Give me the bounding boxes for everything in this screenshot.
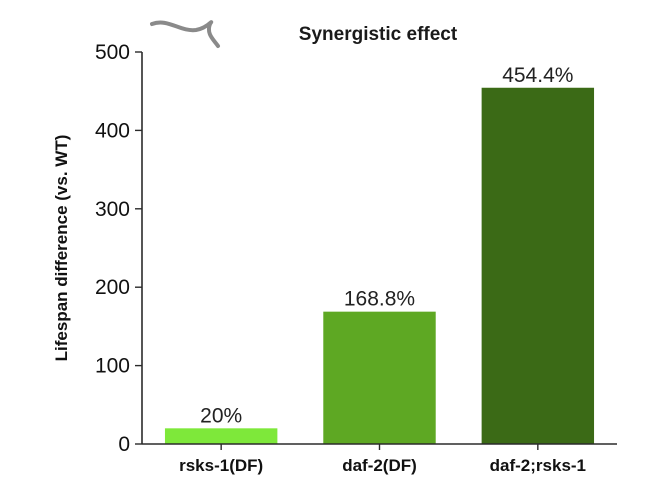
x-tick-label: rsks-1(DF) [179, 456, 263, 475]
y-tick-label: 0 [118, 433, 130, 456]
bar-rsks-1-df- [164, 428, 278, 444]
chart-title: Synergistic effect [299, 24, 458, 45]
bar-daf-2-df- [323, 311, 436, 444]
y-tick-label: 500 [95, 41, 130, 64]
x-axis-ticks: rsks-1(DF) daf-2(DF) daf-2;rsks-1 [179, 444, 586, 475]
y-tick-label: 100 [95, 355, 130, 378]
value-labels: 20% 168.8% 454.4% [200, 64, 573, 428]
y-axis-ticks: 0 100 200 300 400 500 [95, 41, 142, 456]
y-tick-label: 300 [95, 198, 130, 221]
bars [164, 87, 595, 444]
x-tick-label: daf-2(DF) [342, 456, 417, 475]
x-tick-label: daf-2;rsks-1 [490, 456, 586, 475]
y-tick-label: 200 [95, 276, 130, 299]
y-axis-label: Lifespan difference (vs. WT) [52, 135, 71, 362]
y-tick-label: 400 [95, 119, 130, 142]
worm-icon [150, 20, 220, 48]
bar-daf-2-rsks-1 [481, 87, 595, 444]
bar-value-label: 168.8% [344, 288, 415, 311]
bar-value-label: 20% [200, 404, 242, 427]
bar-value-label: 454.4% [502, 64, 573, 87]
